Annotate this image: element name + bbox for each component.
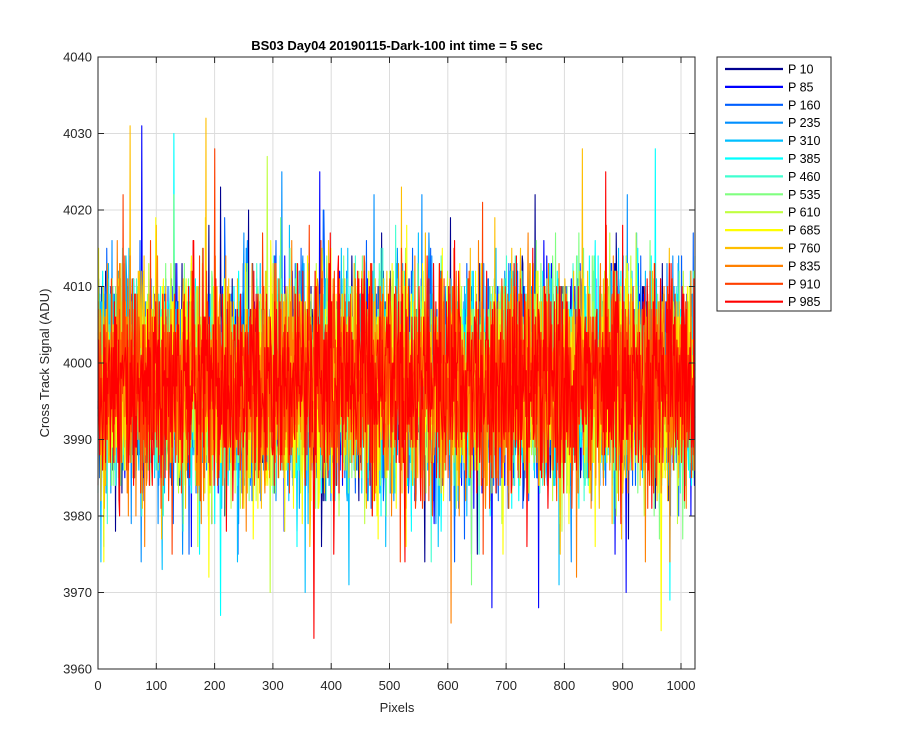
legend-label: P 385 <box>788 152 820 166</box>
y-tick-label: 3990 <box>63 432 92 447</box>
legend-label: P 985 <box>788 295 820 309</box>
x-tick-label: 500 <box>379 678 401 693</box>
legend-label: P 235 <box>788 116 820 130</box>
series-line-p-985 <box>97 171 696 639</box>
legend-label: P 85 <box>788 80 814 94</box>
x-tick-label: 900 <box>612 678 634 693</box>
series-layer <box>97 117 696 639</box>
chart-title: BS03 Day04 20190115-Dark-100 int time = … <box>251 38 543 53</box>
x-tick-label: 1000 <box>667 678 696 693</box>
axis-ticks: 0 100 200 300 400 500 600 700 800 900 1000 3960 3970… <box>63 50 695 694</box>
legend-label: P 610 <box>788 206 820 220</box>
legend-label: P 160 <box>788 98 820 112</box>
legend-label: P 685 <box>788 224 820 238</box>
legend-item: P 610 <box>725 206 820 220</box>
x-tick-label: 400 <box>320 678 342 693</box>
legend-box <box>716 56 832 312</box>
legend-item: P 235 <box>725 116 820 130</box>
y-tick-label: 3980 <box>63 509 92 524</box>
legend-item: P 535 <box>725 188 820 202</box>
x-tick-label: 800 <box>554 678 576 693</box>
legend-item: P 985 <box>725 295 820 309</box>
legend-label: P 760 <box>788 242 820 256</box>
legend-item: P 460 <box>725 170 820 184</box>
legend-item: P 910 <box>725 277 820 291</box>
legend-item: P 310 <box>725 134 820 148</box>
y-tick-label: 4030 <box>63 126 92 141</box>
legend-label: P 535 <box>788 188 820 202</box>
x-tick-label: 600 <box>437 678 459 693</box>
legend-item: P 10 <box>725 63 814 77</box>
y-axis-label: Cross Track Signal (ADU) <box>37 289 52 438</box>
y-tick-label: 3970 <box>63 585 92 600</box>
legend-label: P 835 <box>788 259 820 273</box>
legend-item: P 385 <box>725 152 820 166</box>
y-tick-label: 4010 <box>63 279 92 294</box>
x-tick-label: 300 <box>262 678 284 693</box>
legend: P 10 P 85 P 160 P 235 P 310 P 385 P 460 P 535 P … <box>716 56 832 312</box>
y-tick-label: 4020 <box>63 203 92 218</box>
legend-item: P 835 <box>725 259 820 273</box>
y-tick-label: 3960 <box>63 662 92 677</box>
x-axis-label: Pixels <box>380 700 415 715</box>
y-tick-label: 4040 <box>63 50 92 65</box>
y-tick-label: 4000 <box>63 356 92 371</box>
legend-item: P 685 <box>725 224 820 238</box>
x-tick-label: 200 <box>204 678 226 693</box>
legend-label: P 910 <box>788 277 820 291</box>
x-tick-label: 700 <box>495 678 517 693</box>
legend-label: P 10 <box>788 63 814 77</box>
legend-item: P 160 <box>725 98 820 112</box>
x-tick-label: 100 <box>145 678 167 693</box>
legend-label: P 460 <box>788 170 820 184</box>
legend-label: P 310 <box>788 134 820 148</box>
legend-item: P 85 <box>725 80 814 94</box>
x-tick-label: 0 <box>94 678 101 693</box>
legend-item: P 760 <box>725 242 820 256</box>
